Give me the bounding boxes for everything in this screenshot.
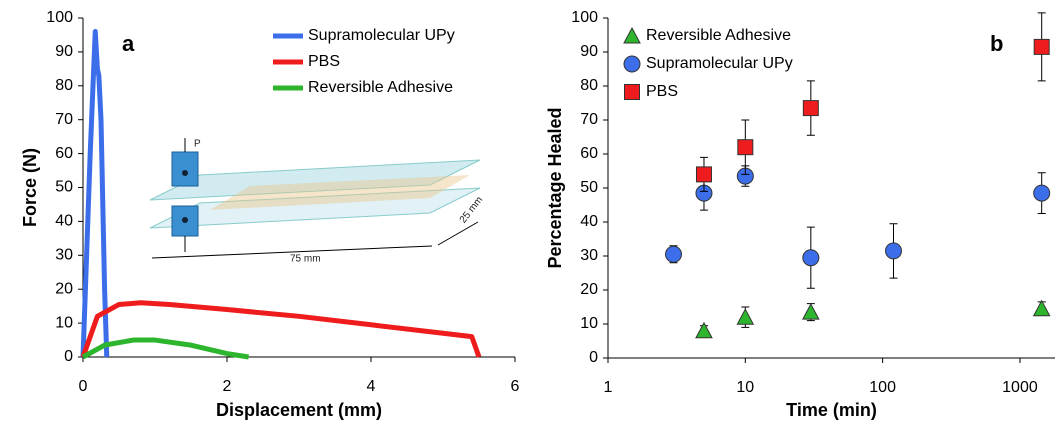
y-tick-label: 80 (580, 77, 598, 94)
legend-label: Reversible Adhesive (646, 27, 791, 44)
x-tick-label: 2 (223, 378, 232, 395)
line-series (80, 300, 482, 358)
legend-label: PBS (646, 83, 678, 100)
annotation: P (194, 139, 201, 150)
annotation: 25 mm (458, 195, 485, 226)
legend-swatch (623, 26, 641, 44)
y-tick-label: 40 (55, 213, 73, 230)
y-tick-label: 60 (580, 145, 598, 162)
panel-label: b (990, 31, 1003, 56)
marker (1033, 38, 1050, 55)
marker (1032, 299, 1051, 317)
y-tick-label: 10 (55, 314, 73, 331)
y-tick-label: 40 (580, 213, 598, 230)
legend-label: Supramolecular UPy (308, 27, 455, 44)
line-series (81, 337, 249, 360)
marker (801, 303, 820, 320)
y-tick-label: 80 (55, 77, 73, 94)
marker (1033, 184, 1051, 202)
y-tick-label: 0 (589, 349, 598, 366)
legend-label: Supramolecular UPy (646, 55, 793, 72)
x-tick-label: 6 (511, 378, 520, 395)
y-tick-label: 0 (64, 348, 73, 365)
marker (665, 245, 683, 263)
y-tick-label: 30 (55, 247, 73, 264)
marker (736, 308, 755, 325)
y-tick-label: 50 (55, 179, 73, 196)
y-tick-label: 90 (55, 43, 73, 60)
line-series (80, 29, 110, 358)
y-tick-label: 20 (580, 281, 598, 298)
x-tick-label: 0 (79, 378, 88, 395)
y-tick-label: 50 (580, 179, 598, 196)
y-tick-label: 60 (55, 145, 73, 162)
y-tick-label: 20 (55, 280, 73, 297)
legend-label: Reversible Adhesive (308, 79, 453, 96)
y-axis-title: Force (N) (20, 148, 40, 227)
legend-swatch (624, 84, 640, 100)
y-axis-title: Percentage Healed (545, 107, 565, 268)
y-tick-label: 100 (46, 9, 73, 26)
y-tick-label: 100 (571, 9, 598, 26)
y-tick-label: 70 (580, 111, 598, 128)
y-tick-label: 10 (580, 315, 598, 332)
legend-swatch (623, 55, 641, 73)
x-tick-label: 10 (736, 379, 754, 396)
marker (802, 249, 820, 267)
y-tick-label: 90 (580, 43, 598, 60)
x-axis-title: Time (min) (786, 400, 877, 420)
marker (695, 166, 712, 183)
specimen-diagram (149, 138, 481, 259)
x-tick-label: 4 (367, 378, 376, 395)
x-axis-title: Displacement (mm) (216, 400, 382, 420)
y-tick-label: 30 (580, 247, 598, 264)
x-tick-label: 100 (869, 379, 896, 396)
marker (885, 242, 903, 260)
marker (695, 321, 713, 339)
y-tick-label: 70 (55, 111, 73, 128)
marker (737, 139, 754, 156)
panel-label: a (122, 31, 135, 56)
annotation: 75 mm (290, 254, 321, 265)
x-tick-label: 1 (604, 379, 613, 396)
x-tick-label: 1000 (1002, 379, 1038, 396)
marker (802, 100, 819, 117)
legend-label: PBS (308, 53, 340, 70)
